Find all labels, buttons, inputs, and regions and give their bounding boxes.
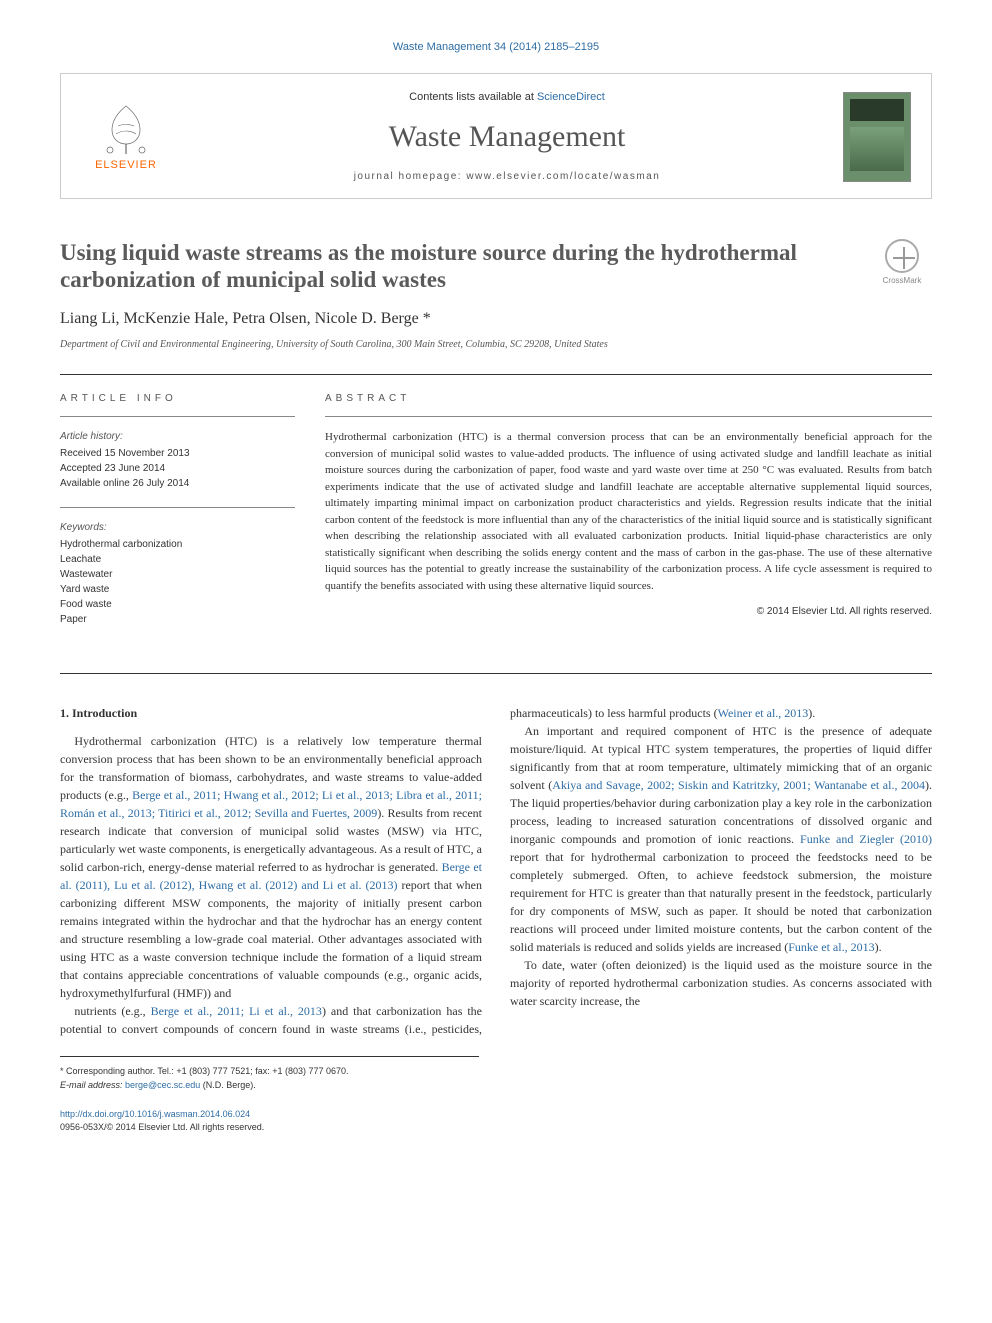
- elsevier-tree-icon: [98, 100, 154, 156]
- history-online: Available online 26 July 2014: [60, 476, 295, 491]
- publisher-name: ELSEVIER: [81, 158, 171, 173]
- article-title: Using liquid waste streams as the moistu…: [60, 239, 840, 294]
- history-label: Article history:: [60, 429, 295, 444]
- sciencedirect-link[interactable]: ScienceDirect: [537, 91, 605, 103]
- abstract-text: Hydrothermal carbonization (HTC) is a th…: [325, 429, 932, 594]
- affiliation: Department of Civil and Environmental En…: [60, 338, 932, 352]
- info-rule-2: [60, 507, 295, 508]
- journal-title: Waste Management: [171, 116, 843, 158]
- keywords-label: Keywords:: [60, 520, 295, 535]
- section-number: 1.: [60, 706, 69, 720]
- email-line: E-mail address: berge@cec.sc.edu (N.D. B…: [60, 1079, 479, 1093]
- section-title: Introduction: [72, 706, 137, 720]
- info-rule-1: [60, 416, 295, 417]
- keyword: Leachate: [60, 552, 295, 567]
- abstract-heading: ABSTRACT: [325, 391, 932, 406]
- email-person: (N.D. Berge).: [200, 1080, 256, 1090]
- contents-prefix: Contents lists available at: [409, 91, 537, 103]
- email-label: E-mail address:: [60, 1080, 125, 1090]
- keyword: Hydrothermal carbonization: [60, 537, 295, 552]
- body-para: Hydrothermal carbonization (HTC) is a re…: [60, 732, 482, 1002]
- header-citation: Waste Management 34 (2014) 2185–2195: [60, 40, 932, 55]
- body-para: To date, water (often deionized) is the …: [510, 956, 932, 1010]
- article-info-column: ARTICLE INFO Article history: Received 1…: [60, 391, 295, 643]
- homepage-label: journal homepage:: [354, 171, 467, 182]
- abstract-copyright: © 2014 Elsevier Ltd. All rights reserved…: [325, 604, 932, 619]
- doi-line: http://dx.doi.org/10.1016/j.wasman.2014.…: [60, 1108, 932, 1121]
- doi-link[interactable]: http://dx.doi.org/10.1016/j.wasman.2014.…: [60, 1109, 250, 1119]
- corr-author-line: * Corresponding author. Tel.: +1 (803) 7…: [60, 1065, 479, 1079]
- keyword: Wastewater: [60, 567, 295, 582]
- issn-copyright: 0956-053X/© 2014 Elsevier Ltd. All right…: [60, 1121, 932, 1134]
- authors-line: Liang Li, McKenzie Hale, Petra Olsen, Ni…: [60, 308, 932, 330]
- email-link[interactable]: berge@cec.sc.edu: [125, 1080, 200, 1090]
- publisher-logo: ELSEVIER: [81, 100, 171, 173]
- keyword: Food waste: [60, 597, 295, 612]
- journal-cover-thumbnail: [843, 92, 911, 182]
- crossmark-badge[interactable]: CrossMark: [872, 239, 932, 286]
- section-1-heading: 1. Introduction: [60, 704, 482, 722]
- abstract-rule: [325, 416, 932, 417]
- keyword: Yard waste: [60, 582, 295, 597]
- journal-homepage: journal homepage: www.elsevier.com/locat…: [171, 170, 843, 184]
- abstract-column: ABSTRACT Hydrothermal carbonization (HTC…: [325, 391, 932, 643]
- history-accepted: Accepted 23 June 2014: [60, 461, 295, 476]
- body-para: An important and required component of H…: [510, 722, 932, 956]
- rule-bottom: [60, 673, 932, 674]
- history-received: Received 15 November 2013: [60, 446, 295, 461]
- journal-masthead: ELSEVIER Contents lists available at Sci…: [60, 73, 932, 198]
- citation-link[interactable]: Waste Management 34 (2014) 2185–2195: [393, 41, 599, 53]
- keyword: Paper: [60, 612, 295, 627]
- crossmark-label: CrossMark: [872, 275, 932, 286]
- article-info-heading: ARTICLE INFO: [60, 391, 295, 406]
- crossmark-icon: [885, 239, 919, 273]
- contents-available: Contents lists available at ScienceDirec…: [171, 90, 843, 105]
- corresponding-author-footnote: * Corresponding author. Tel.: +1 (803) 7…: [60, 1056, 479, 1092]
- homepage-url[interactable]: www.elsevier.com/locate/wasman: [466, 171, 660, 182]
- body-text: 1. Introduction Hydrothermal carbonizati…: [60, 704, 932, 1038]
